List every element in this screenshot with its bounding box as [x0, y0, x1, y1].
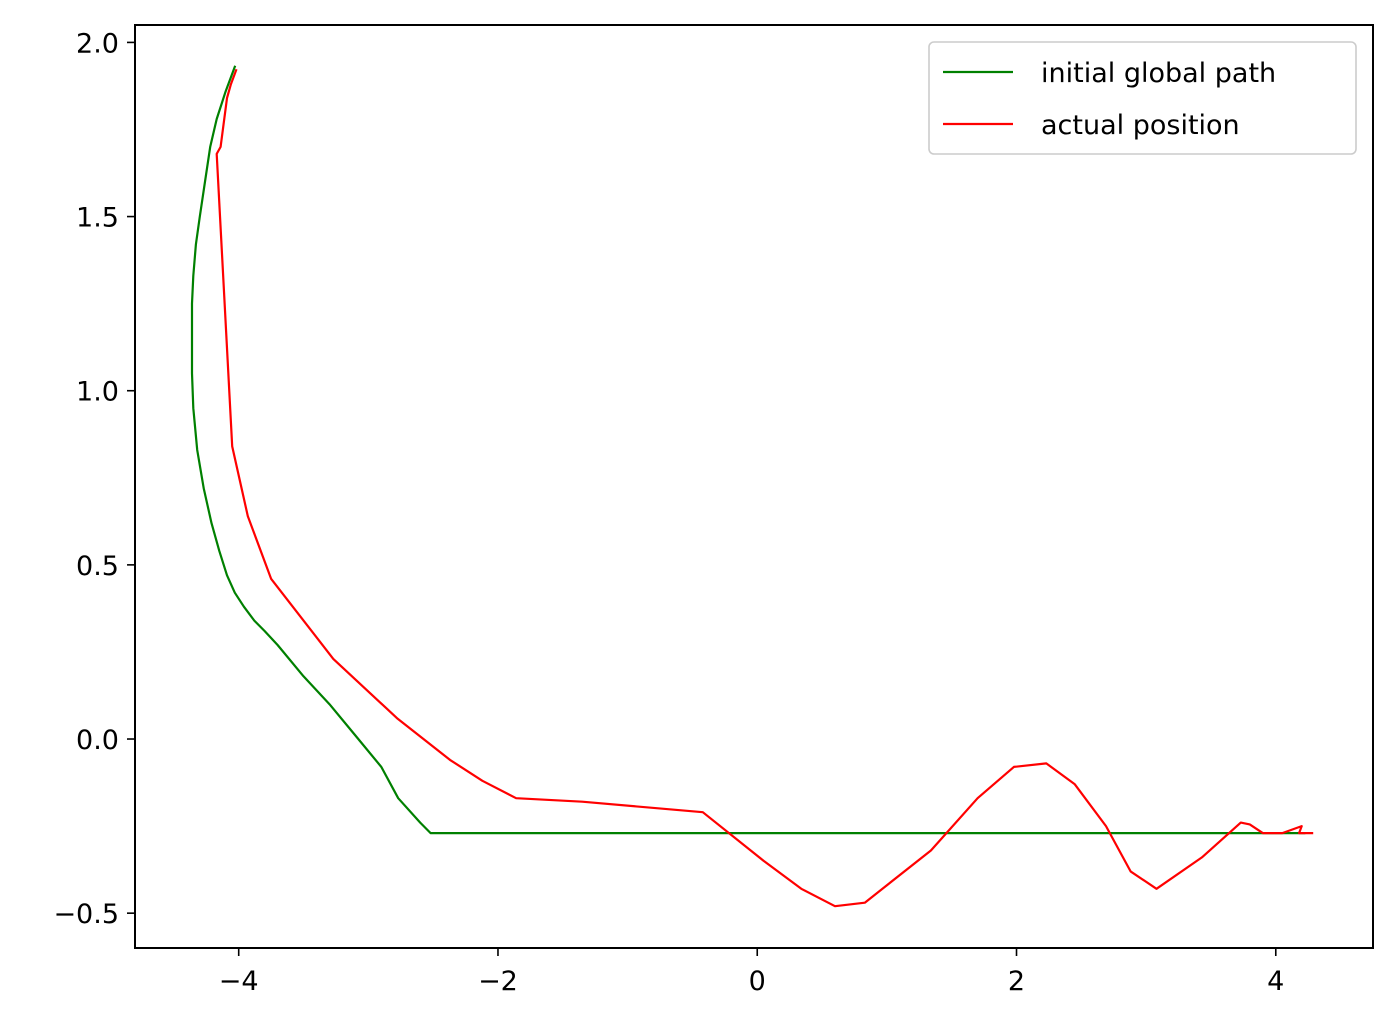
y-tick-label: 1.0	[76, 377, 119, 408]
y-tick-label: 2.0	[76, 28, 119, 59]
legend: initial global path actual position	[928, 41, 1357, 155]
legend-box	[928, 41, 1357, 155]
series-line-0	[190, 65, 1306, 835]
x-tick-label: −2	[478, 966, 518, 997]
y-tick-label: 0.5	[76, 551, 119, 582]
y-tick-label: 0.0	[76, 725, 119, 756]
y-tick-label: −0.5	[53, 899, 119, 930]
x-tick-label: 0	[749, 966, 766, 997]
tick-layer: −4 −2 0 2 4 −0.5 0.0 0.5 1.0 1.5 2.0	[53, 28, 1284, 997]
x-tick-label: 2	[1008, 966, 1025, 997]
series-layer	[190, 65, 1314, 908]
x-tick-label: −4	[219, 966, 259, 997]
legend-label-0: initial global path	[1041, 58, 1276, 89]
y-tick-label: 1.5	[76, 203, 119, 234]
axes-frame	[134, 24, 1374, 949]
series-line-1	[215, 68, 1314, 908]
legend-label-1: actual position	[1041, 110, 1240, 141]
x-tick-label: 4	[1267, 966, 1284, 997]
